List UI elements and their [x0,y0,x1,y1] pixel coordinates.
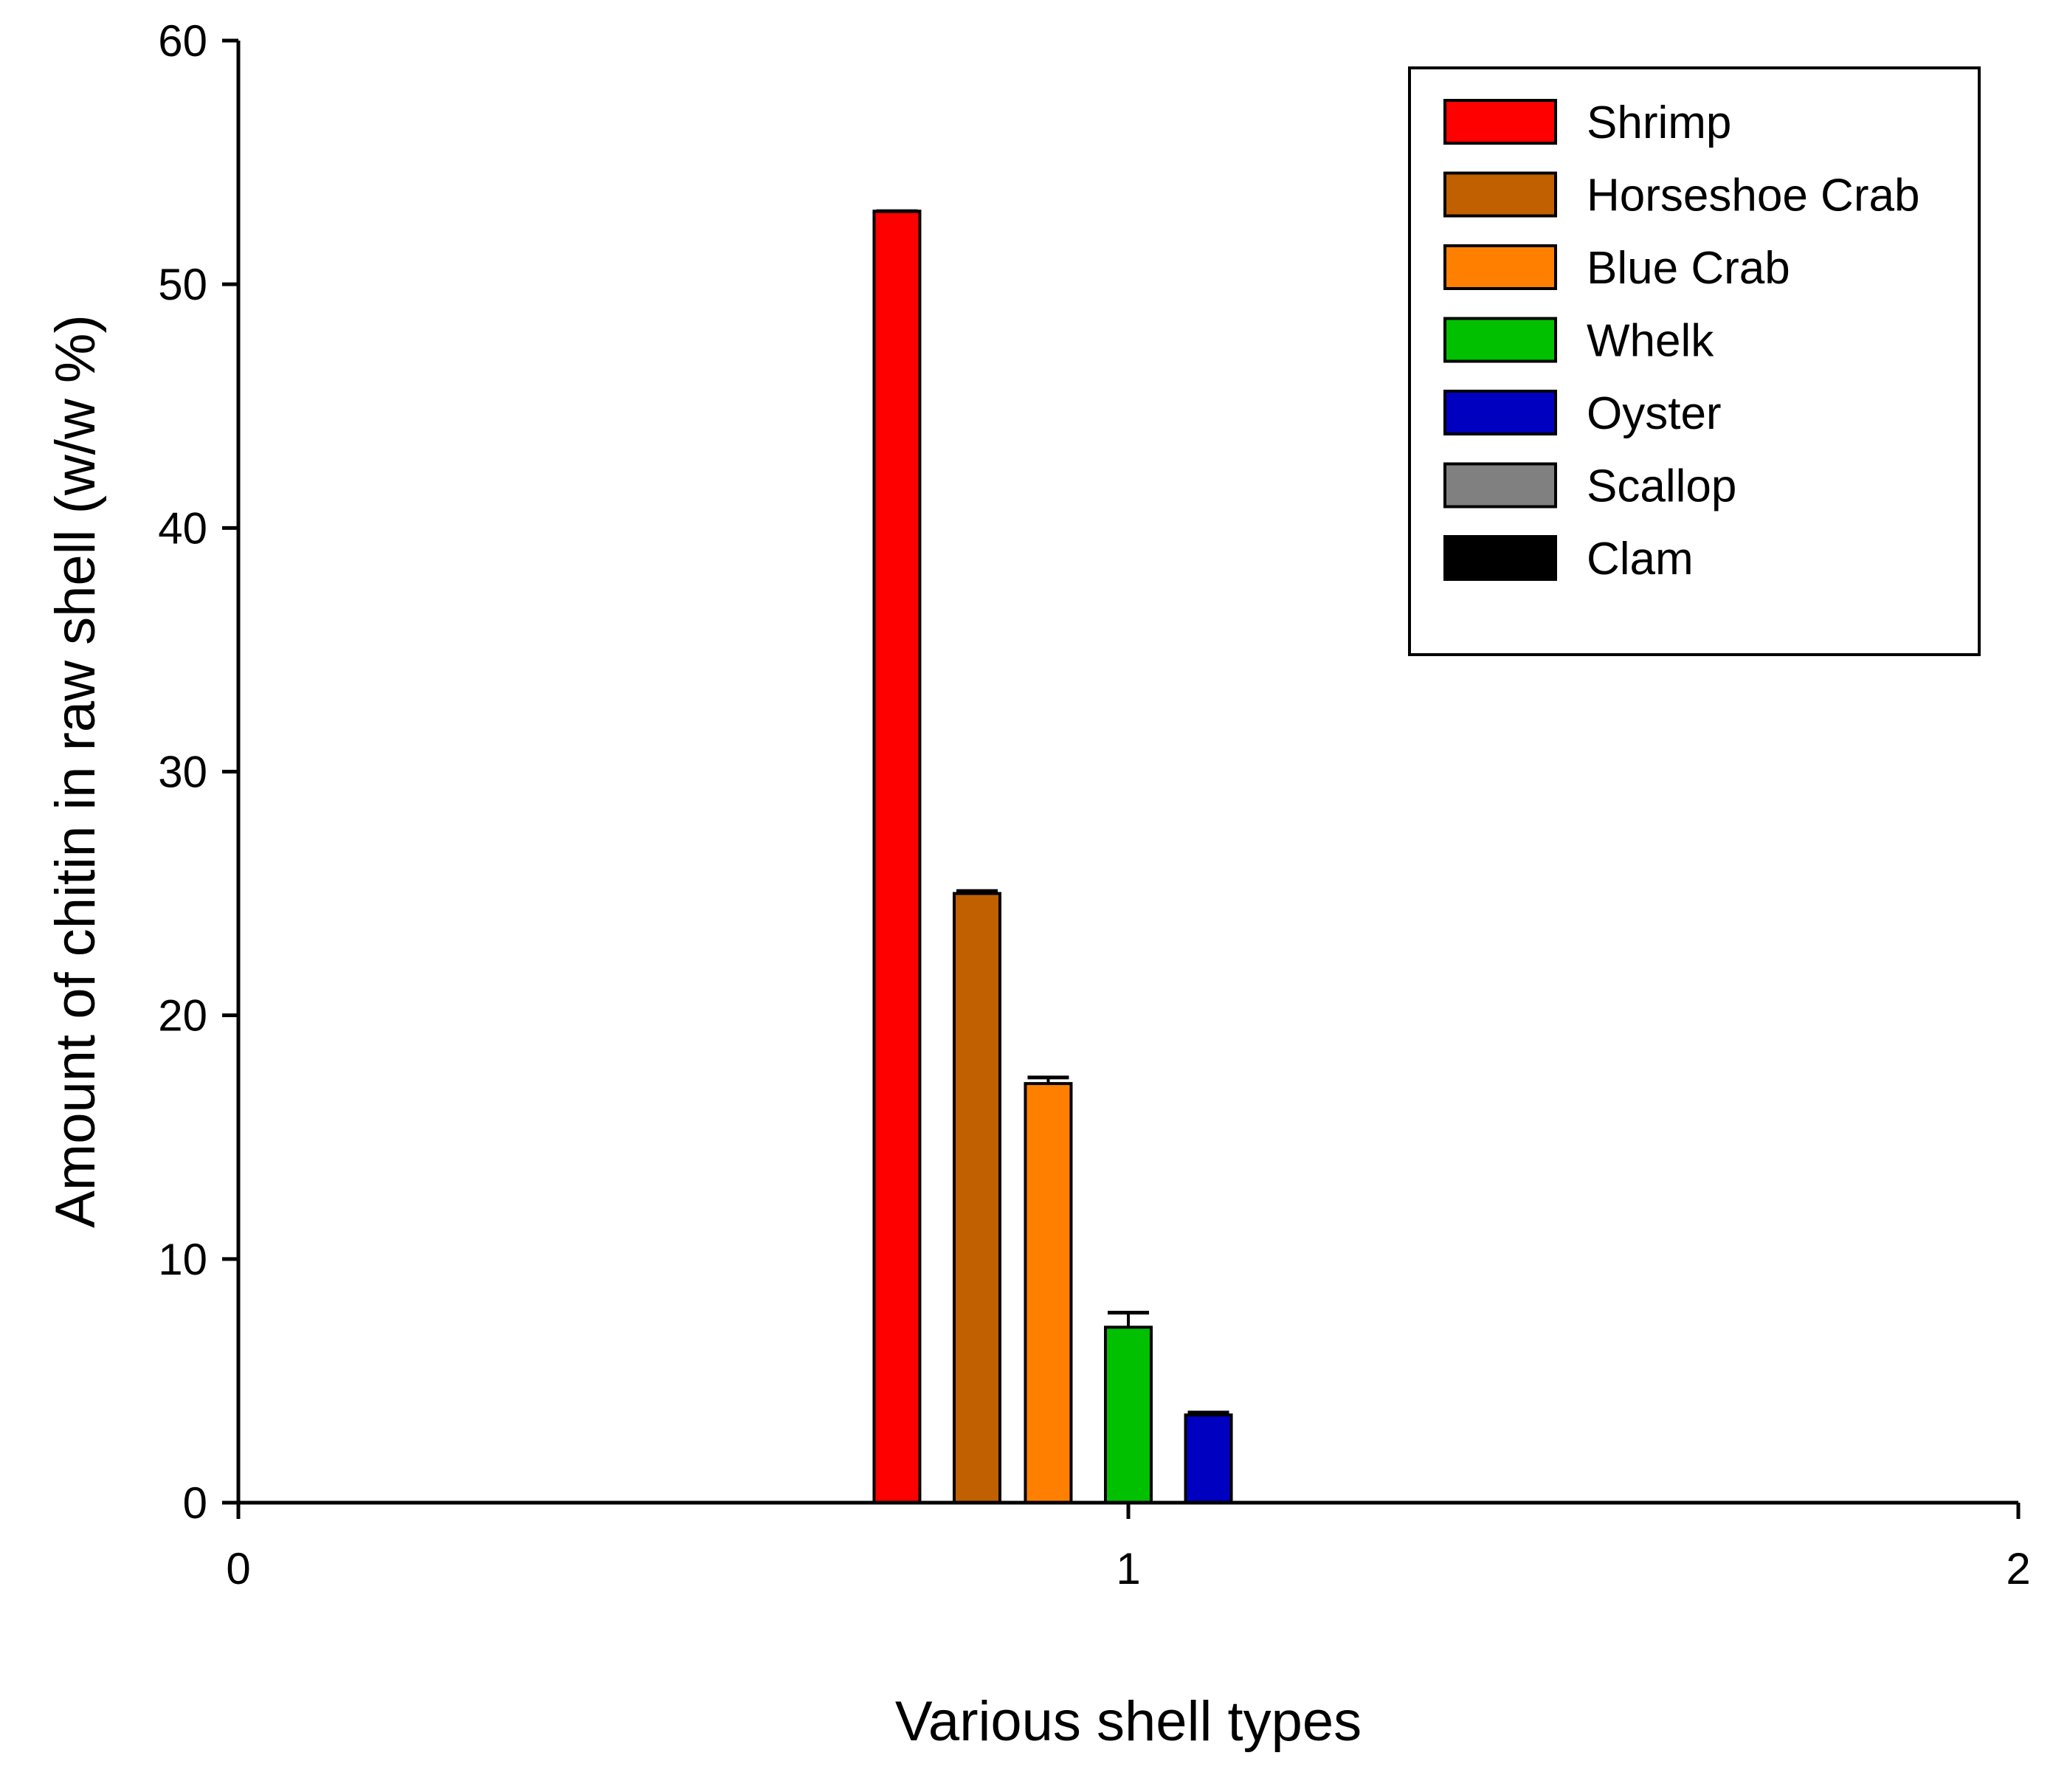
legend-label-scallop: Scallop [1587,461,1736,512]
legend-swatch-scallop [1443,462,1557,509]
legend-label-clam: Clam [1587,534,1694,585]
y-tick-label: 30 [158,748,207,797]
legend-swatch-clam [1443,535,1557,581]
bar-whelk [1104,1326,1153,1505]
legend-label-whelk: Whelk [1587,316,1714,367]
bars-layer [872,209,1233,1505]
y-tick-label: 50 [158,260,207,309]
bar-horseshoe-crab [952,892,1001,1505]
legend-swatch-whelk [1443,317,1557,363]
y-tick-label: 40 [158,503,207,553]
legend-label-oyster: Oyster [1587,388,1722,439]
bar-oyster [1184,1413,1233,1505]
legend-swatch-oyster [1443,390,1557,435]
y-tick-label: 10 [158,1235,207,1284]
x-tick-label: 2 [2006,1544,2030,1593]
x-tick-label: 0 [226,1544,250,1593]
legend-swatch-blue-crab [1443,244,1557,290]
bar-blue-crab [1024,1082,1073,1504]
x-tick-label: 1 [1116,1544,1140,1593]
legend: Shrimp Horseshoe Crab Blue Crab Whelk Oyster… [1408,66,1981,656]
x-ticks-layer: 0 1 2 [226,1503,2031,1593]
y-axis-title: Amount of chitin in raw shell (w/w %) [44,314,107,1228]
legend-swatch-shrimp [1443,99,1557,145]
y-ticks-layer: 0 10 20 30 40 50 60 [158,16,238,1528]
x-axis-title: Various shell types [895,1690,1362,1753]
y-tick-label: 20 [158,991,207,1041]
legend-label-shrimp: Shrimp [1587,97,1731,148]
y-tick-label: 0 [183,1478,207,1528]
bar-shrimp [872,210,922,1504]
legend-label-blue-crab: Blue Crab [1587,243,1790,294]
legend-label-horseshoe-crab: Horseshoe Crab [1587,170,1919,221]
legend-swatch-horseshoe-crab [1443,171,1557,218]
y-tick-label: 60 [158,16,207,66]
